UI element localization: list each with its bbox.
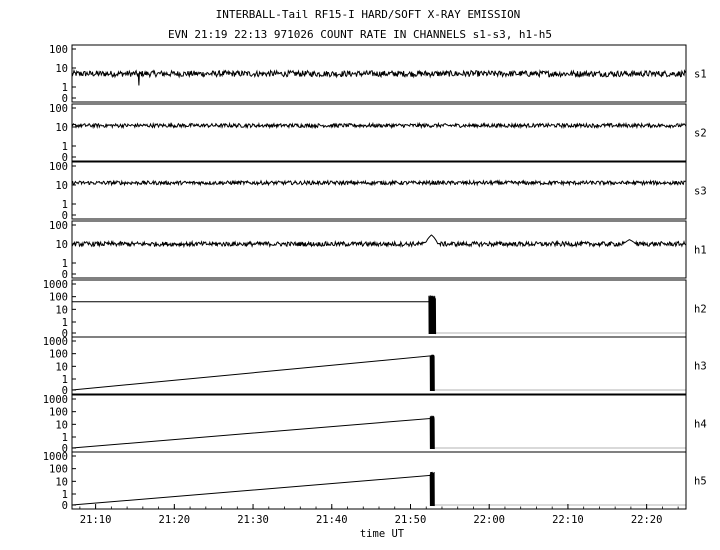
x-tick-label: 21:30 xyxy=(237,514,269,526)
y-tick-label: 0 xyxy=(62,210,68,222)
panel-s2: 100 10 10 s2 xyxy=(49,103,707,164)
chart-title: INTERBALL-Tail RF15-I HARD/SOFT X-RAY EM… xyxy=(216,8,521,21)
y-tick-label: 0 xyxy=(62,152,68,164)
y-tick-label: 1000 xyxy=(43,451,68,463)
y-tick-label: 100 xyxy=(49,349,68,361)
panel-frame-s3 xyxy=(71,161,687,220)
series-line-h5 xyxy=(71,471,435,507)
x-tick-label: 21:40 xyxy=(316,514,348,526)
series-line-h4 xyxy=(71,415,435,450)
x-tick-label: 22:00 xyxy=(473,514,505,526)
y-tick-label: 0 xyxy=(62,93,68,105)
y-tick-label: 10 xyxy=(55,180,68,192)
x-tick-label: 22:10 xyxy=(552,514,584,526)
x-axis: 21:10 21:20 21:30 21:40 21:50 22:00 22:10 22:20 xyxy=(79,504,679,526)
y-tick-label: 1 xyxy=(62,141,68,153)
panel-frame-s2 xyxy=(71,103,687,162)
series-line-s3 xyxy=(71,179,687,187)
y-tick-label: 0 xyxy=(62,385,68,397)
panel-frame-h1 xyxy=(71,220,687,279)
y-tick-label: 10 xyxy=(55,419,68,431)
y-tick-label: 1 xyxy=(62,489,68,501)
x-tick-label: 21:50 xyxy=(395,514,427,526)
y-tick-label: 1 xyxy=(62,82,68,94)
y-tick-label: 10 xyxy=(55,304,68,316)
channel-label-h5: h5 xyxy=(694,476,707,488)
y-tick-label: 0 xyxy=(62,443,68,455)
panel-frame-h2 xyxy=(71,279,687,338)
series-line-h3 xyxy=(71,354,435,392)
series-line-s1 xyxy=(71,69,687,86)
panel-frame-h4 xyxy=(71,394,687,453)
y-tick-label: 1 xyxy=(62,374,68,386)
panel-s3: 100 10 10 s3 xyxy=(49,161,707,222)
channel-label-s1: s1 xyxy=(694,69,707,81)
y-tick-label: 10 xyxy=(55,122,68,134)
channel-label-s2: s2 xyxy=(694,128,707,140)
y-tick-label: 10 xyxy=(55,239,68,251)
x-axis-label: time UT xyxy=(360,528,405,540)
y-tick-label: 10 xyxy=(55,63,68,75)
series-line-h2 xyxy=(72,295,437,335)
y-tick-label: 1 xyxy=(62,317,68,329)
y-tick-label: 10 xyxy=(55,361,68,373)
panels-group: 1001010s11001010s21001010s31001010h11000… xyxy=(43,44,707,512)
channel-label-h4: h4 xyxy=(694,419,707,431)
chart-subtitle: EVN 21:19 22:13 971026 COUNT RATE IN CHA… xyxy=(168,28,552,41)
series-line-h1 xyxy=(71,234,687,249)
y-tick-label: 1 xyxy=(62,199,68,211)
y-tick-label: 1 xyxy=(62,258,68,270)
panel-h1: 100 10 10 h1 xyxy=(49,220,707,281)
y-tick-label: 0 xyxy=(62,500,68,512)
y-tick-label: 100 xyxy=(49,220,68,232)
channel-label-s3: s3 xyxy=(694,186,707,198)
x-tick-label: 21:10 xyxy=(80,514,112,526)
y-tick-label: 1000 xyxy=(43,394,68,406)
series-line-s2 xyxy=(71,121,687,130)
y-tick-label: 100 xyxy=(49,103,68,115)
channel-label-h2: h2 xyxy=(694,304,707,316)
y-tick-label: 0 xyxy=(62,269,68,281)
y-tick-label: 100 xyxy=(49,292,68,304)
y-tick-label: 1000 xyxy=(43,279,68,291)
y-tick-label: 10 xyxy=(55,476,68,488)
y-tick-label: 100 xyxy=(49,161,68,173)
y-tick-label: 100 xyxy=(49,44,68,56)
panel-s1: 100 10 10 s1 xyxy=(49,44,707,105)
y-tick-label: 1 xyxy=(62,432,68,444)
channel-label-h3: h3 xyxy=(694,361,707,373)
x-tick-label: 21:20 xyxy=(159,514,191,526)
y-tick-label: 1000 xyxy=(43,336,68,348)
y-tick-label: 100 xyxy=(49,464,68,476)
x-tick-label: 22:20 xyxy=(631,514,663,526)
panel-frame-h5 xyxy=(71,451,687,510)
y-tick-label: 0 xyxy=(62,328,68,340)
y-tick-label: 100 xyxy=(49,407,68,419)
panel-frame-h3 xyxy=(71,336,687,395)
channel-label-h1: h1 xyxy=(694,245,707,257)
